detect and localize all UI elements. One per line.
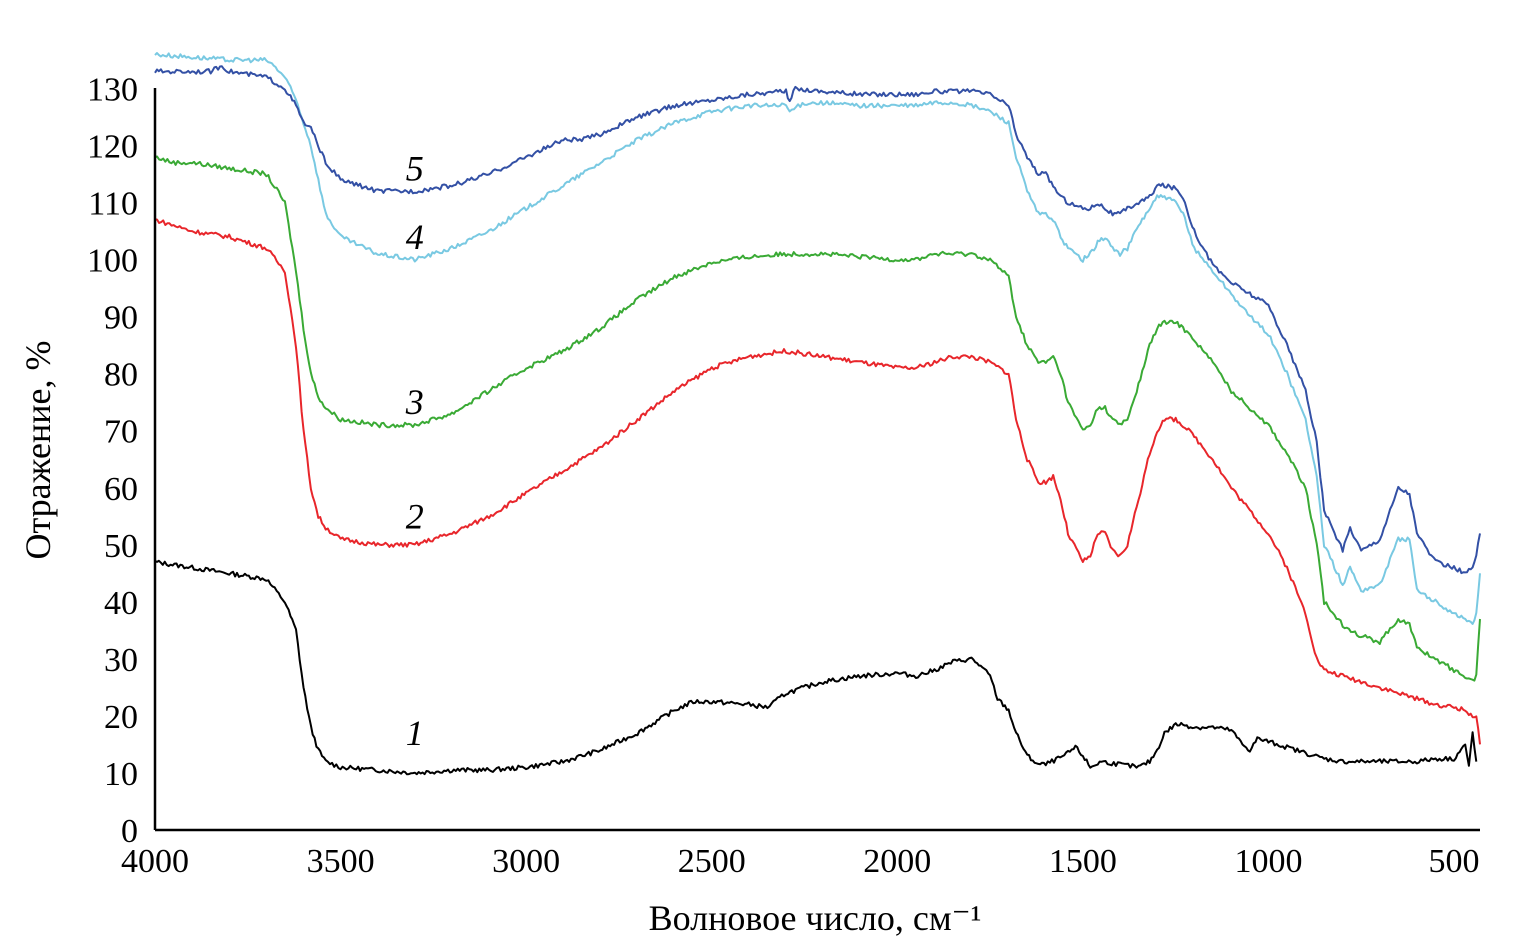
y-tick-label: 80 xyxy=(104,357,138,394)
series-labels: 1 2 3 4 5 xyxy=(405,148,424,753)
series-label-1: 1 xyxy=(406,713,424,753)
x-tick-label: 500 xyxy=(1429,843,1480,880)
y-tick-label: 110 xyxy=(88,186,138,223)
series-line-3 xyxy=(154,155,1481,682)
y-tick-label: 130 xyxy=(87,72,138,109)
y-tick-label: 20 xyxy=(104,699,138,736)
x-tick-label: 3000 xyxy=(492,843,560,880)
series-line-5 xyxy=(154,65,1481,575)
y-tick-label: 40 xyxy=(104,585,138,622)
y-tick-label: 100 xyxy=(87,243,138,280)
series-line-1 xyxy=(154,559,1478,776)
series-label-3: 3 xyxy=(405,382,424,422)
series-label-2: 2 xyxy=(406,496,424,536)
x-tick-label: 1000 xyxy=(1234,843,1302,880)
y-tick-label: 50 xyxy=(104,528,138,565)
x-tick-label: 2000 xyxy=(863,843,931,880)
y-tick-label: 120 xyxy=(87,129,138,166)
x-axis-title: Волновое число, см⁻¹ xyxy=(649,898,982,938)
y-tick-label: 10 xyxy=(104,756,138,793)
x-tick-label: 4000 xyxy=(121,843,189,880)
series-label-5: 5 xyxy=(406,148,424,188)
y-tick-label: 60 xyxy=(104,471,138,508)
series-label-4: 4 xyxy=(406,217,424,257)
y-tick-labels: 0 10 20 30 40 50 60 70 80 90 100 110 120 130 xyxy=(87,72,138,850)
x-tick-label: 3500 xyxy=(307,843,375,880)
y-axis-title: Отражение, % xyxy=(18,340,58,559)
y-tick-label: 70 xyxy=(104,414,138,451)
series-line-4 xyxy=(154,52,1481,625)
y-tick-label: 0 xyxy=(121,813,138,850)
series-layer xyxy=(154,52,1481,776)
series-line-2 xyxy=(154,218,1481,745)
x-tick-label: 2500 xyxy=(678,843,746,880)
x-tick-label: 1500 xyxy=(1049,843,1117,880)
y-tick-label: 30 xyxy=(104,642,138,679)
x-tick-labels: 4000 3500 3000 2500 2000 1500 1000 500 xyxy=(121,843,1480,880)
y-tick-label: 90 xyxy=(104,300,138,337)
